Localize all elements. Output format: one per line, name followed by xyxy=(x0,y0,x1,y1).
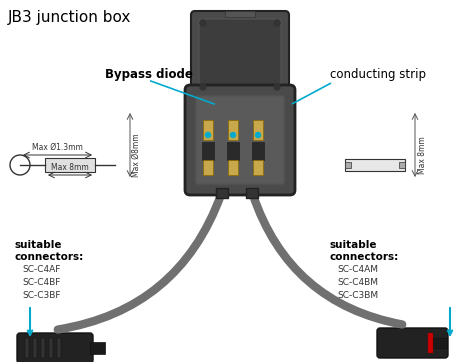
Bar xyxy=(228,120,238,140)
Bar xyxy=(203,120,213,140)
Bar xyxy=(227,142,239,160)
Bar xyxy=(216,188,228,198)
FancyBboxPatch shape xyxy=(199,19,281,91)
Bar xyxy=(57,338,61,358)
Text: suitable
connectors:: suitable connectors: xyxy=(15,240,84,262)
Bar xyxy=(228,160,238,175)
Bar xyxy=(202,142,214,160)
Text: Max 8mm: Max 8mm xyxy=(51,163,89,172)
Circle shape xyxy=(200,84,206,90)
Bar xyxy=(428,333,433,353)
Text: SC-C4AF: SC-C4AF xyxy=(22,265,60,274)
FancyBboxPatch shape xyxy=(185,85,295,195)
Bar xyxy=(345,162,351,168)
Bar xyxy=(49,338,53,358)
Bar xyxy=(25,338,29,358)
Bar xyxy=(45,158,95,172)
Circle shape xyxy=(200,20,206,26)
FancyBboxPatch shape xyxy=(377,328,448,358)
Text: SC-C4BF: SC-C4BF xyxy=(22,278,60,287)
Circle shape xyxy=(274,84,280,90)
Text: Max 8mm: Max 8mm xyxy=(418,136,427,174)
Bar xyxy=(203,160,213,175)
Text: SC-C3BF: SC-C3BF xyxy=(22,291,61,300)
Text: conducting strip: conducting strip xyxy=(330,68,426,81)
Text: Bypass diode: Bypass diode xyxy=(105,68,193,81)
Bar xyxy=(90,342,105,354)
Bar xyxy=(33,338,37,358)
Circle shape xyxy=(255,132,261,138)
FancyBboxPatch shape xyxy=(17,333,93,362)
Bar xyxy=(253,120,263,140)
Text: SC-C4AM: SC-C4AM xyxy=(337,265,378,274)
Bar xyxy=(345,159,405,171)
Text: JB3 junction box: JB3 junction box xyxy=(8,10,131,25)
Bar xyxy=(252,142,264,160)
Text: Max Ø1.3mm: Max Ø1.3mm xyxy=(32,143,82,152)
Text: suitable
connectors:: suitable connectors: xyxy=(330,240,399,262)
Bar xyxy=(399,162,405,168)
Circle shape xyxy=(274,20,280,26)
Text: SC-C4BM: SC-C4BM xyxy=(337,278,378,287)
Bar xyxy=(253,160,263,175)
FancyBboxPatch shape xyxy=(191,11,289,99)
Text: Max Ø8mm: Max Ø8mm xyxy=(132,133,141,177)
Bar xyxy=(433,338,447,348)
Bar xyxy=(225,11,255,17)
Circle shape xyxy=(206,132,210,138)
Circle shape xyxy=(230,132,236,138)
Text: SC-C3BM: SC-C3BM xyxy=(337,291,378,300)
Bar xyxy=(246,188,258,198)
Bar xyxy=(41,338,45,358)
FancyBboxPatch shape xyxy=(196,96,284,184)
